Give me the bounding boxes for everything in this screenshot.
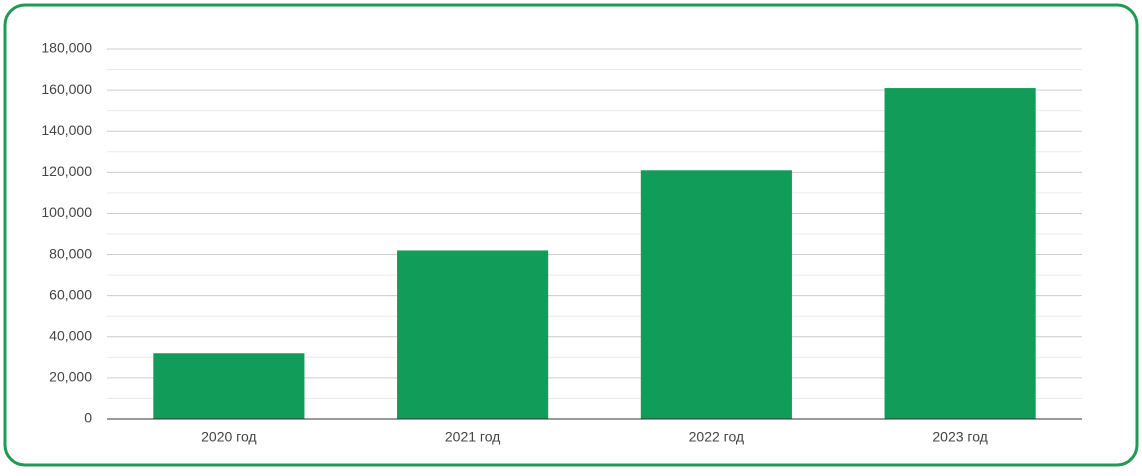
frame — [3, 3, 1139, 467]
bar — [153, 353, 305, 419]
y-tick-label: 60,000 — [49, 286, 92, 302]
y-tick-label: 120,000 — [41, 163, 92, 179]
x-tick-label: 2021 год — [445, 429, 500, 445]
y-tick-label: 160,000 — [41, 81, 92, 97]
x-tick-label: 2022 год — [689, 429, 744, 445]
y-tick-label: 0 — [84, 410, 92, 426]
y-tick-label: 100,000 — [41, 204, 92, 220]
x-tick-label: 2023 год — [932, 429, 987, 445]
y-tick-label: 40,000 — [49, 327, 92, 343]
y-tick-label: 180,000 — [41, 40, 92, 56]
bar — [640, 170, 792, 419]
bar — [884, 88, 1036, 420]
y-tick-label: 80,000 — [49, 245, 92, 261]
x-tick-label: 2020 год — [201, 429, 256, 445]
y-tick-label: 20,000 — [49, 369, 92, 385]
bar — [397, 250, 549, 419]
y-tick-label: 140,000 — [41, 122, 92, 138]
